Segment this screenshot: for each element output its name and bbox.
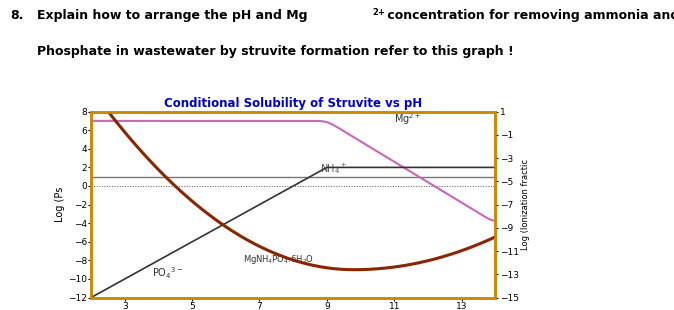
Title: Conditional Solubility of Struvite vs pH: Conditional Solubility of Struvite vs pH — [164, 97, 422, 110]
Text: Explain how to arrange the pH and Mg: Explain how to arrange the pH and Mg — [37, 9, 307, 22]
Text: concentration for removing ammonia and: concentration for removing ammonia and — [383, 9, 674, 22]
Text: MgNH$_4$PO$_4$.6H$_2$O: MgNH$_4$PO$_4$.6H$_2$O — [243, 253, 314, 266]
Text: Mg$^{2+}$: Mg$^{2+}$ — [394, 111, 421, 127]
Y-axis label: Log (Ionization fractic: Log (Ionization fractic — [521, 159, 530, 250]
Text: NH$_4$$^+$: NH$_4$$^+$ — [320, 161, 347, 176]
Text: 8.: 8. — [10, 9, 24, 22]
Text: PO$_4$$^{3-}$: PO$_4$$^{3-}$ — [152, 265, 183, 281]
Y-axis label: Log (Ps: Log (Ps — [55, 187, 65, 222]
Text: 2+: 2+ — [373, 8, 386, 17]
Text: Phosphate in wastewater by struvite formation refer to this graph !: Phosphate in wastewater by struvite form… — [37, 45, 514, 58]
